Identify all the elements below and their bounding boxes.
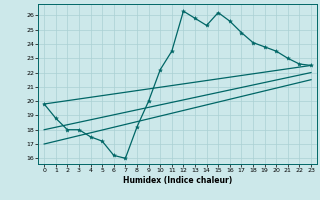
X-axis label: Humidex (Indice chaleur): Humidex (Indice chaleur) xyxy=(123,176,232,185)
